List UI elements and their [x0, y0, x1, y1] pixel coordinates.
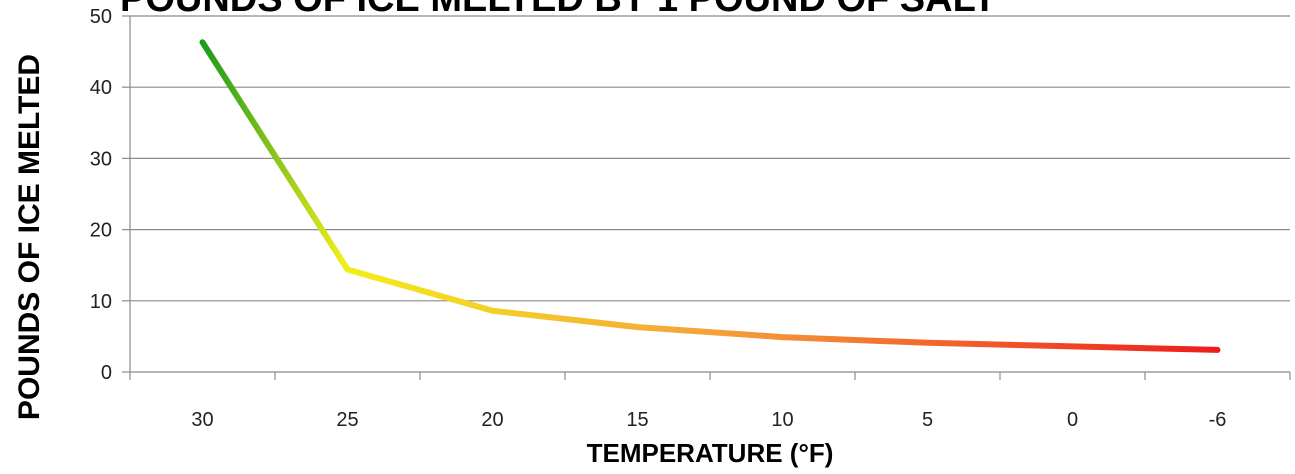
x-tick-label: 15: [626, 409, 648, 431]
x-tick-label: 10: [771, 409, 793, 431]
y-tick-label: 40: [90, 77, 112, 99]
x-axis-label: TEMPERATURE (°F): [586, 438, 834, 468]
x-tick-label: 0: [1067, 409, 1078, 431]
y-tick-label: 20: [90, 220, 112, 242]
x-tick-label: 30: [191, 409, 213, 431]
y-tick-label: 30: [90, 148, 112, 170]
x-tick-label: -6: [1209, 409, 1227, 431]
chart-title: POUNDS OF ICE MELTED BY 1 POUND OF SALT: [120, 0, 1220, 21]
x-tick-label: 20: [481, 409, 503, 431]
x-tick-label: 5: [922, 409, 933, 431]
series-line: [199, 39, 1221, 353]
y-tick-label: 0: [101, 362, 112, 384]
y-tick-label: 10: [90, 291, 112, 313]
y-tick-label: 50: [90, 6, 112, 28]
x-tick-label: 25: [336, 409, 358, 431]
